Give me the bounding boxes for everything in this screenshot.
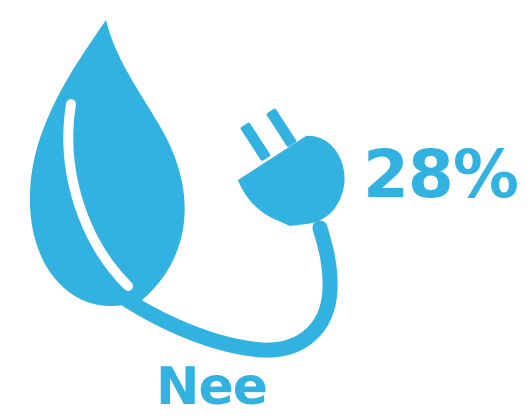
leaf-icon xyxy=(29,20,185,306)
power-cord xyxy=(76,220,338,358)
plug-icon xyxy=(238,135,345,226)
leaf-vein xyxy=(63,99,133,291)
answer-label: Nee xyxy=(156,357,268,417)
plug-prong-right xyxy=(266,108,297,147)
percentage-value: 28% xyxy=(363,136,519,213)
plug-prong-left xyxy=(240,122,271,161)
